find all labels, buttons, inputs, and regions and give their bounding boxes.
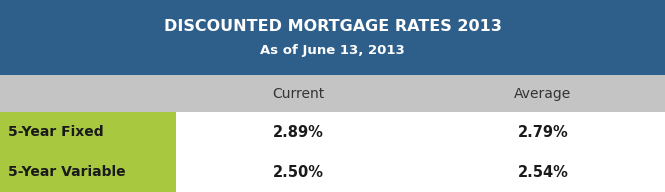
Text: 2.79%: 2.79% [517, 125, 569, 140]
Text: 2.54%: 2.54% [517, 165, 569, 180]
Text: 2.89%: 2.89% [273, 125, 324, 140]
Bar [0, 112, 176, 152]
Text: As of June 13, 2013: As of June 13, 2013 [260, 44, 405, 56]
Text: 2.50%: 2.50% [273, 165, 324, 180]
Bar [0, 75, 665, 112]
Text: 5-Year Fixed: 5-Year Fixed [8, 125, 104, 139]
Text: Average: Average [514, 87, 572, 101]
Bar [176, 112, 421, 152]
Bar [421, 152, 665, 192]
Bar [176, 152, 421, 192]
Bar [0, 152, 176, 192]
Bar [0, 0, 665, 75]
Bar [421, 112, 665, 152]
Text: 5-Year Variable: 5-Year Variable [8, 165, 126, 179]
Text: Current: Current [273, 87, 325, 101]
Text: DISCOUNTED MORTGAGE RATES 2013: DISCOUNTED MORTGAGE RATES 2013 [164, 19, 501, 35]
